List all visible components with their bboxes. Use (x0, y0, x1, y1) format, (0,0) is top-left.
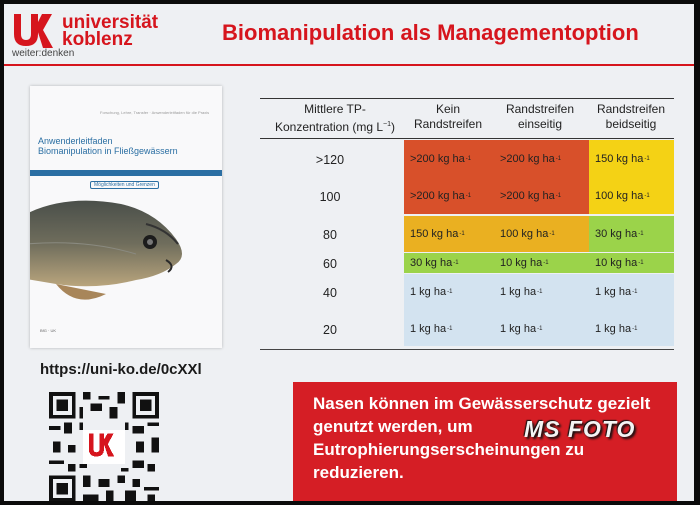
table-cell: >200 kg ha -1 (500, 153, 562, 165)
header-randstreifen-beidseitig: Randstreifen beidseitig (596, 102, 666, 131)
row-label: 80 (323, 228, 337, 242)
table-top-rule (260, 98, 674, 99)
table-cell: 1 kg ha -1 (410, 323, 453, 335)
table-cell: 100 kg ha -1 (500, 228, 555, 240)
table-row-bg (404, 253, 674, 273)
key-message-box: Nasen können im Gewässerschutz gezielt g… (293, 382, 677, 501)
table-cell: >200 kg ha -1 (500, 190, 562, 202)
short-url[interactable]: https://uni-ko.de/0cXXl (40, 361, 202, 378)
table-cell: 1 kg ha -1 (595, 286, 638, 298)
qr-code[interactable] (46, 392, 162, 501)
university-logo: universität koblenz weiter:denken (12, 10, 202, 60)
row-label: >120 (315, 153, 345, 167)
table-bottom-rule (260, 349, 674, 350)
table-cell: 1 kg ha -1 (500, 323, 543, 335)
table-cell: 1 kg ha -1 (595, 323, 638, 335)
fish-image (30, 200, 182, 300)
logo-tagline: weiter:denken (12, 48, 75, 59)
cover-subtitle: Möglichkeiten und Grenzen (90, 181, 159, 189)
cell-block-yellow (589, 140, 674, 214)
cover-title: Anwenderleitfaden Biomanipulation in Flie… (38, 136, 178, 156)
table-cell: 1 kg ha -1 (500, 286, 543, 298)
table-cell: 10 kg ha -1 (595, 257, 644, 269)
header-kein-randstreifen: Kein Randstreifen (413, 102, 483, 131)
uk-logo-icon (14, 14, 53, 48)
row-label: 100 (319, 190, 341, 204)
header-randstreifen-einseitig: Randstreifen einseitig (505, 102, 575, 131)
row-label: 40 (323, 286, 337, 300)
table-cell: 150 kg ha -1 (410, 228, 465, 240)
table-cell: 100 kg ha -1 (595, 190, 650, 202)
cover-logos: BfG · UK (40, 328, 57, 333)
logo-name: universität koblenz (62, 12, 159, 50)
presentation-slide: universität koblenz weiter:denken Biomani… (4, 4, 694, 501)
slide-title: Biomanipulation als Managementoption (222, 20, 639, 45)
table-cell: 30 kg ha -1 (589, 216, 674, 252)
photo-watermark: MS FOTO (524, 416, 636, 442)
header-tp-concentration: Mittlere TP- Konzentration (mg L−1) (274, 102, 396, 134)
table-cell: >200 kg ha -1 (410, 190, 472, 202)
key-message-text: Nasen können im Gewässerschutz gezielt g… (313, 394, 651, 482)
row-label: 60 (323, 257, 337, 271)
table-cell: 150 kg ha -1 (595, 153, 650, 165)
table-cell: 1 kg ha -1 (410, 286, 453, 298)
table-block-blue (404, 274, 674, 346)
row-label: 20 (323, 323, 337, 337)
cell-block-red (404, 140, 589, 214)
guide-book-cover: Forschung, Lehre, Transfer · Anwenderlei… (30, 86, 222, 348)
table-header-rule (260, 138, 674, 139)
table-cell: >200 kg ha -1 (410, 153, 472, 165)
table-cell: 30 kg ha -1 (410, 257, 459, 269)
table-cell: 10 kg ha -1 (500, 257, 549, 269)
table-cell-bg (404, 216, 589, 252)
header-divider (4, 64, 694, 66)
cover-small-text: Forschung, Lehre, Transfer · Anwenderlei… (100, 110, 210, 115)
cover-band (30, 170, 222, 176)
